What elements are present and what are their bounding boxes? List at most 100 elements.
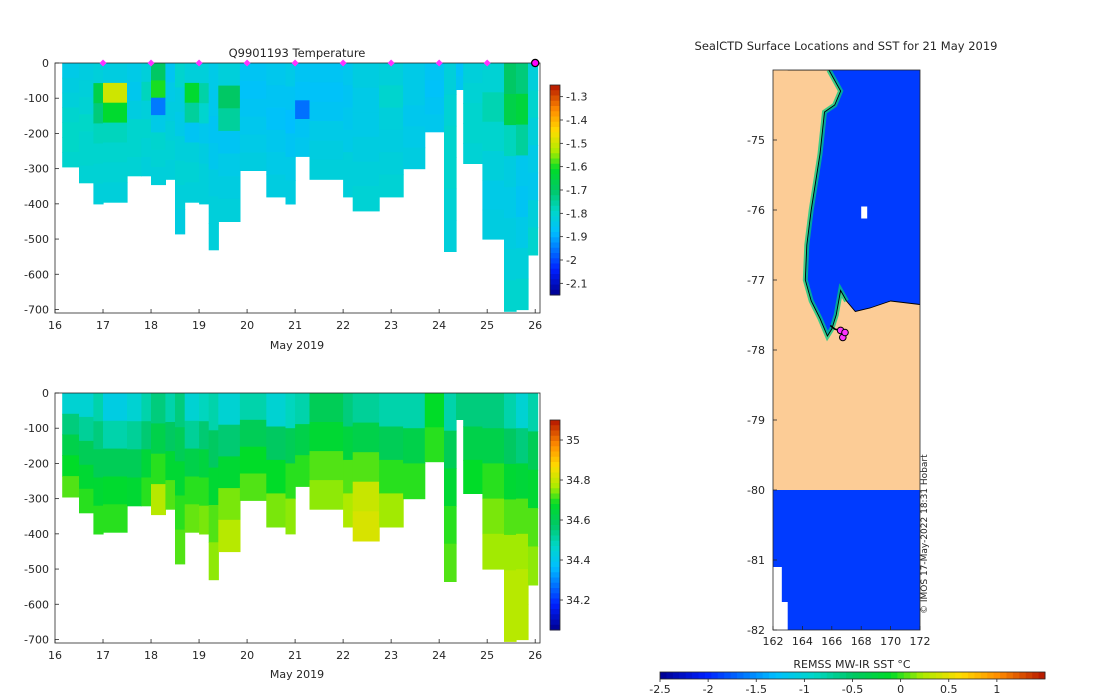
temperature-y-tick-label: -600	[24, 268, 49, 281]
salinity-cell	[424, 427, 445, 463]
temperature-cell	[165, 82, 176, 103]
temperature-colorbar-swatch	[550, 190, 560, 196]
salinity-cell	[184, 504, 200, 533]
surface-marker	[387, 59, 395, 67]
temperature-cell	[456, 63, 464, 77]
temperature-colorbar-swatch	[550, 226, 560, 233]
map-x-tick-label: 164	[792, 635, 813, 648]
temperature-cell	[175, 185, 186, 210]
salinity-colorbar-swatch	[550, 572, 560, 578]
temperature-cell	[295, 81, 311, 101]
salinity-cell	[208, 393, 219, 431]
salinity-colorbar-swatch	[550, 582, 560, 589]
temperature-colorbar-swatch	[550, 137, 560, 144]
temperature-cell	[266, 174, 287, 198]
sst-colorbar-swatch	[923, 672, 930, 679]
sea-surface	[787, 70, 920, 336]
salinity-cell	[343, 426, 354, 461]
map-y-tick-label: -75	[747, 134, 765, 147]
salinity-cell	[379, 493, 404, 528]
temperature-colorbar-swatch	[550, 268, 560, 275]
salinity-colorbar-label: 34.8	[566, 474, 591, 487]
map-y-tick-label: -79	[747, 414, 765, 427]
salinity-cell	[309, 480, 344, 510]
map-y-tick-label: -78	[747, 344, 765, 357]
sst-colorbar-swatch	[1006, 672, 1014, 679]
salinity-cell	[343, 459, 354, 494]
salinity-cell	[285, 428, 296, 464]
salinity-cell	[93, 393, 104, 422]
sst-colorbar-swatch	[730, 672, 738, 679]
salinity-colorbar-swatch	[550, 483, 560, 489]
temperature-colorbar-swatch	[550, 200, 560, 207]
temperature-cell	[463, 63, 483, 84]
temperature-cell	[199, 163, 210, 185]
temperature-colorbar-label: -2	[566, 254, 577, 267]
temperature-cell	[184, 63, 200, 84]
salinity-cell	[141, 449, 152, 479]
sst-colorbar-swatch	[826, 672, 834, 679]
temperature-cell	[93, 63, 104, 84]
sst-colorbar-tick-label: -1	[799, 683, 810, 696]
salinity-cell	[239, 473, 267, 501]
temperature-cell	[295, 137, 311, 157]
sst-colorbar-swatch	[1000, 672, 1007, 679]
salinity-cell	[482, 428, 505, 464]
temperature-cell	[218, 176, 241, 200]
salinity-cell	[218, 488, 241, 521]
temperature-cell	[127, 63, 142, 83]
temperature-cell	[285, 86, 296, 111]
sst-map-panel: SealCTD Surface Locations and SST for 21…	[649, 39, 1046, 696]
salinity-cell	[79, 464, 94, 490]
temperature-colorbar-swatch	[550, 279, 560, 285]
sst-colorbar-tick-label: 1	[993, 683, 1000, 696]
salinity-cell	[175, 393, 186, 428]
temperature-cell	[309, 101, 344, 122]
temperature-cell	[165, 159, 176, 180]
salinity-cell	[165, 422, 176, 452]
map-x-ticks: 162 164 166 168 170 172	[763, 626, 931, 648]
temperature-colorbar-swatch	[550, 132, 560, 138]
salinity-cell	[218, 393, 241, 426]
temperature-colorbar-swatch	[550, 95, 560, 102]
temperature-colorbar-swatch	[550, 258, 560, 264]
temperature-cell	[266, 152, 287, 176]
sst-colorbar-swatch	[1038, 672, 1046, 679]
salinity-cell	[516, 569, 529, 605]
salinity-colorbar-frame	[549, 419, 561, 631]
temperature-cell	[266, 63, 287, 86]
sst-colorbar-swatch	[935, 672, 943, 679]
salinity-cell	[93, 505, 104, 535]
temperature-colorbar-label: -1.9	[566, 231, 587, 244]
sst-colorbar-tick-label: 0.5	[940, 683, 958, 696]
temperature-y-tick-label: 0	[42, 57, 49, 70]
temperature-colorbar-swatch	[550, 90, 560, 96]
temperature-cell	[151, 132, 166, 151]
salinity-cell	[93, 449, 104, 479]
temperature-cell	[93, 183, 104, 205]
salinity-colorbar-swatch	[550, 493, 560, 500]
temperature-cell	[424, 114, 445, 133]
map-y-tick-label: -80	[747, 484, 765, 497]
temperature-cell	[516, 63, 529, 95]
sst-colorbar-swatch	[852, 672, 860, 679]
salinity-cell	[516, 428, 529, 464]
temperature-cell	[528, 90, 539, 119]
salinity-cell	[352, 422, 380, 453]
temperature-cell	[309, 121, 344, 142]
sst-colorbar-swatch	[717, 672, 725, 679]
temperature-cell	[424, 80, 445, 98]
salinity-cell	[239, 446, 267, 475]
sst-colorbar-swatch	[807, 672, 815, 679]
salinity-cell	[528, 469, 539, 509]
salinity-x-tick-label: 18	[144, 649, 158, 662]
temperature-cell	[424, 63, 445, 81]
salinity-x-tick-label: 26	[528, 649, 542, 662]
temperature-cell	[403, 147, 426, 170]
salinity-cells	[62, 393, 539, 642]
temperature-cell	[141, 156, 152, 177]
temperature-cells	[62, 63, 539, 312]
temperature-cell	[151, 149, 166, 168]
salinity-cell	[444, 468, 457, 507]
